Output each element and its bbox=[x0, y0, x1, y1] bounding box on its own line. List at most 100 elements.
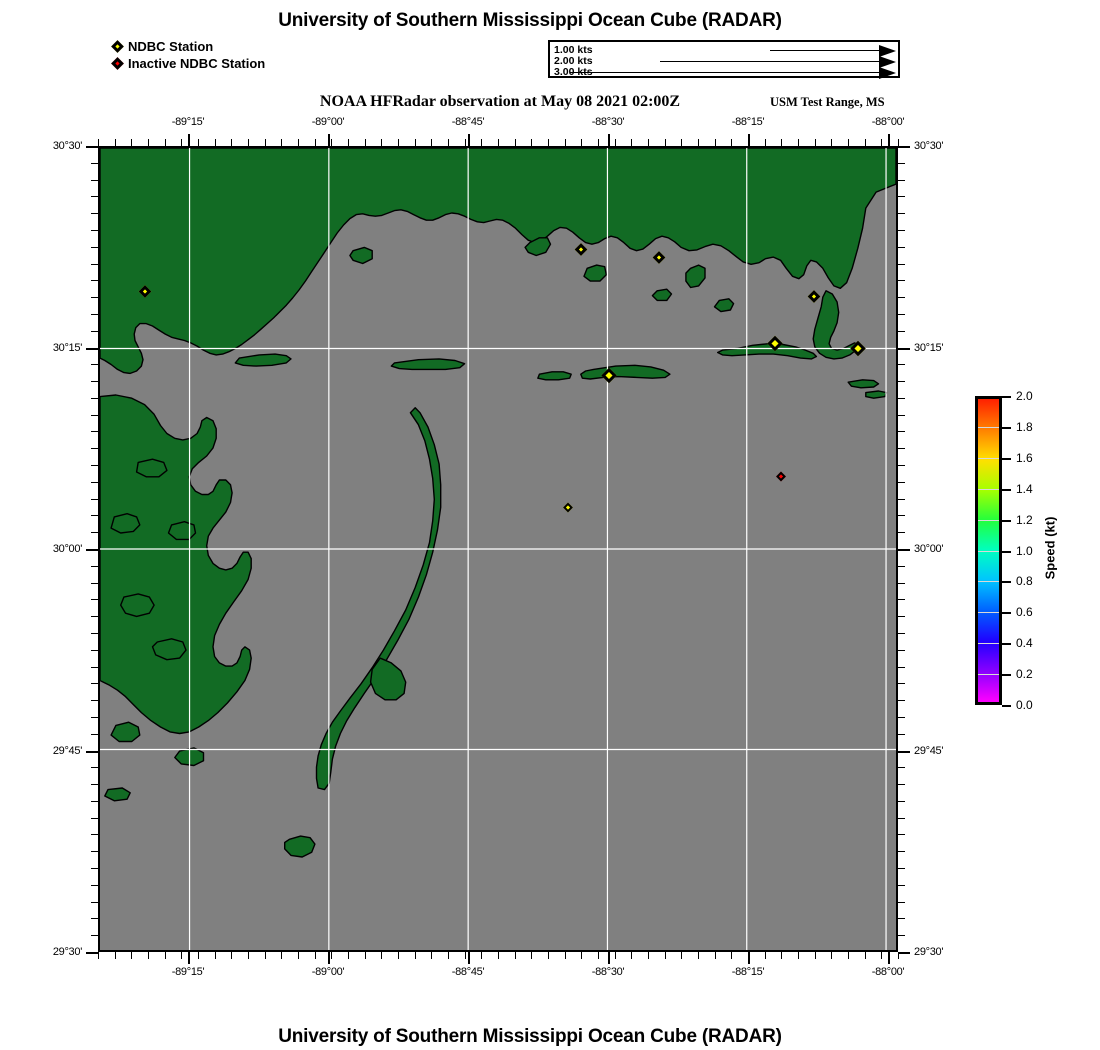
ndbc-station-marker[interactable] bbox=[766, 335, 783, 354]
axis-minor-tick-right bbox=[898, 582, 905, 584]
diamond-marker-icon bbox=[808, 290, 821, 304]
axis-minor-tick-top bbox=[381, 139, 383, 146]
axis-minor-tick-bottom bbox=[698, 952, 699, 959]
axis-minor-tick-top bbox=[114, 139, 116, 146]
axis-minor-tick-top bbox=[281, 139, 283, 146]
axis-minor-tick-bottom bbox=[781, 952, 783, 959]
ndbc-station-marker[interactable] bbox=[138, 283, 152, 301]
axis-label-lat-left: 30°00' bbox=[52, 543, 82, 555]
axis-minor-tick-right bbox=[898, 364, 905, 366]
axis-minor-tick-top bbox=[431, 139, 433, 146]
axis-minor-tick-right bbox=[898, 263, 905, 265]
axis-minor-tick-bottom bbox=[831, 952, 833, 959]
axis-label-lat-left: 30°15' bbox=[52, 341, 82, 354]
axis-major-tick-bottom bbox=[888, 952, 890, 964]
axis-minor-tick-right bbox=[898, 800, 905, 802]
land-polygon-2 bbox=[717, 343, 818, 360]
axis-major-tick-right bbox=[898, 347, 910, 350]
axis-minor-tick-top bbox=[548, 139, 549, 146]
diamond-marker-icon bbox=[652, 251, 666, 265]
axis-label-lat-left: 30°30' bbox=[52, 140, 82, 152]
axis-minor-tick-top bbox=[814, 139, 816, 146]
axis-minor-tick-right bbox=[898, 397, 905, 399]
axis-minor-tick-right bbox=[898, 381, 905, 383]
axis-minor-tick-left bbox=[91, 246, 98, 248]
ndbc-station-marker[interactable] bbox=[775, 467, 786, 485]
axis-minor-tick-left bbox=[91, 481, 98, 483]
axis-minor-tick-right bbox=[898, 448, 905, 450]
land-polygon-4 bbox=[537, 371, 572, 381]
axis-minor-tick-bottom bbox=[848, 952, 849, 959]
colorbar-tick-label: 0.8 bbox=[1016, 574, 1033, 589]
axis-minor-tick-top bbox=[581, 139, 583, 146]
axis-minor-tick-bottom bbox=[714, 952, 716, 959]
coastline-map bbox=[100, 148, 896, 950]
axis-minor-tick-top bbox=[348, 139, 349, 146]
axis-minor-tick-right bbox=[898, 918, 905, 920]
velocity-scale-row: 3.00 kts bbox=[550, 66, 898, 79]
axis-minor-tick-left bbox=[91, 263, 98, 265]
colorbar-tick bbox=[1002, 705, 1011, 707]
axis-minor-tick-right bbox=[898, 767, 905, 769]
axis-minor-tick-top bbox=[514, 139, 516, 146]
axis-minor-tick-bottom bbox=[514, 952, 516, 959]
axis-minor-tick-left bbox=[91, 498, 98, 500]
colorbar-tick bbox=[1002, 519, 1011, 522]
ndbc-station-marker[interactable] bbox=[562, 498, 573, 516]
land-polygon-23 bbox=[685, 264, 706, 289]
axis-label-lon-top: -89°00' bbox=[311, 116, 345, 128]
colorbar-tick-label: 1.8 bbox=[1016, 419, 1033, 434]
axis-minor-tick-top bbox=[631, 139, 633, 146]
ndbc-station-marker[interactable] bbox=[601, 367, 618, 386]
axis-minor-tick-left bbox=[91, 800, 98, 802]
axis-minor-tick-left bbox=[91, 414, 98, 416]
ndbc-station-marker[interactable] bbox=[808, 288, 821, 306]
axis-minor-tick-left bbox=[91, 733, 98, 735]
axis-major-tick-bottom bbox=[328, 952, 330, 964]
axis-minor-tick-bottom bbox=[114, 952, 116, 959]
axis-minor-tick-bottom bbox=[248, 952, 249, 959]
legend-label-ndbc-station: NDBC Station bbox=[128, 39, 214, 54]
axis-minor-tick-top bbox=[864, 139, 866, 146]
colorbar-tick bbox=[1002, 550, 1011, 553]
axis-minor-tick-left bbox=[91, 632, 98, 634]
colorbar-gridline bbox=[978, 581, 999, 583]
land-polygon-20 bbox=[104, 787, 131, 802]
ndbc-station-marker[interactable] bbox=[652, 249, 666, 267]
legend-item-ndbc-station: NDBC Station bbox=[108, 38, 265, 55]
axis-minor-tick-left bbox=[91, 313, 98, 315]
axis-minor-tick-right bbox=[898, 213, 905, 215]
ndbc-station-marker[interactable] bbox=[850, 340, 866, 359]
axis-minor-tick-right bbox=[898, 784, 905, 786]
land-polygon-22 bbox=[583, 264, 607, 282]
axis-major-tick-left bbox=[86, 952, 98, 954]
axis-minor-tick-left bbox=[91, 649, 98, 651]
axis-minor-tick-right bbox=[898, 632, 905, 634]
axis-label-lon-bottom: -89°00' bbox=[311, 966, 345, 978]
axis-minor-tick-right bbox=[898, 834, 905, 836]
axis-minor-tick-bottom bbox=[214, 952, 216, 959]
ndbc-station-marker[interactable] bbox=[574, 241, 587, 259]
map-canvas[interactable] bbox=[98, 146, 898, 952]
axis-minor-tick-right bbox=[898, 901, 905, 903]
axis-label-lon-top: -88°30' bbox=[591, 116, 625, 128]
axis-label-lat-right: 30°15' bbox=[914, 341, 944, 354]
colorbar-tick bbox=[1002, 426, 1011, 429]
map-axes: -89°15' -89°15' -89°00' -89°00' -88°45' -88°4… bbox=[53, 116, 944, 978]
velocity-arrow-shaft bbox=[570, 72, 880, 73]
axis-major-tick-left bbox=[86, 549, 98, 551]
axis-minor-tick-bottom bbox=[281, 952, 283, 959]
velocity-arrow-head-icon bbox=[879, 66, 896, 79]
axis-label-lat-left: 29°45' bbox=[52, 744, 82, 757]
axis-minor-tick-top bbox=[214, 139, 216, 146]
land-polygon-13 bbox=[120, 593, 155, 618]
axis-minor-tick-right bbox=[898, 599, 905, 601]
axis-minor-tick-right bbox=[898, 498, 905, 500]
axis-minor-tick-top bbox=[731, 139, 733, 146]
colorbar-tick-label: 0.6 bbox=[1016, 605, 1033, 620]
colorbar-tick bbox=[1002, 581, 1011, 584]
page-title: University of Southern Mississippi Ocean… bbox=[278, 10, 782, 31]
axis-major-tick-bottom bbox=[608, 952, 610, 964]
axis-minor-tick-top bbox=[664, 139, 666, 146]
diamond-marker-icon bbox=[601, 367, 618, 384]
